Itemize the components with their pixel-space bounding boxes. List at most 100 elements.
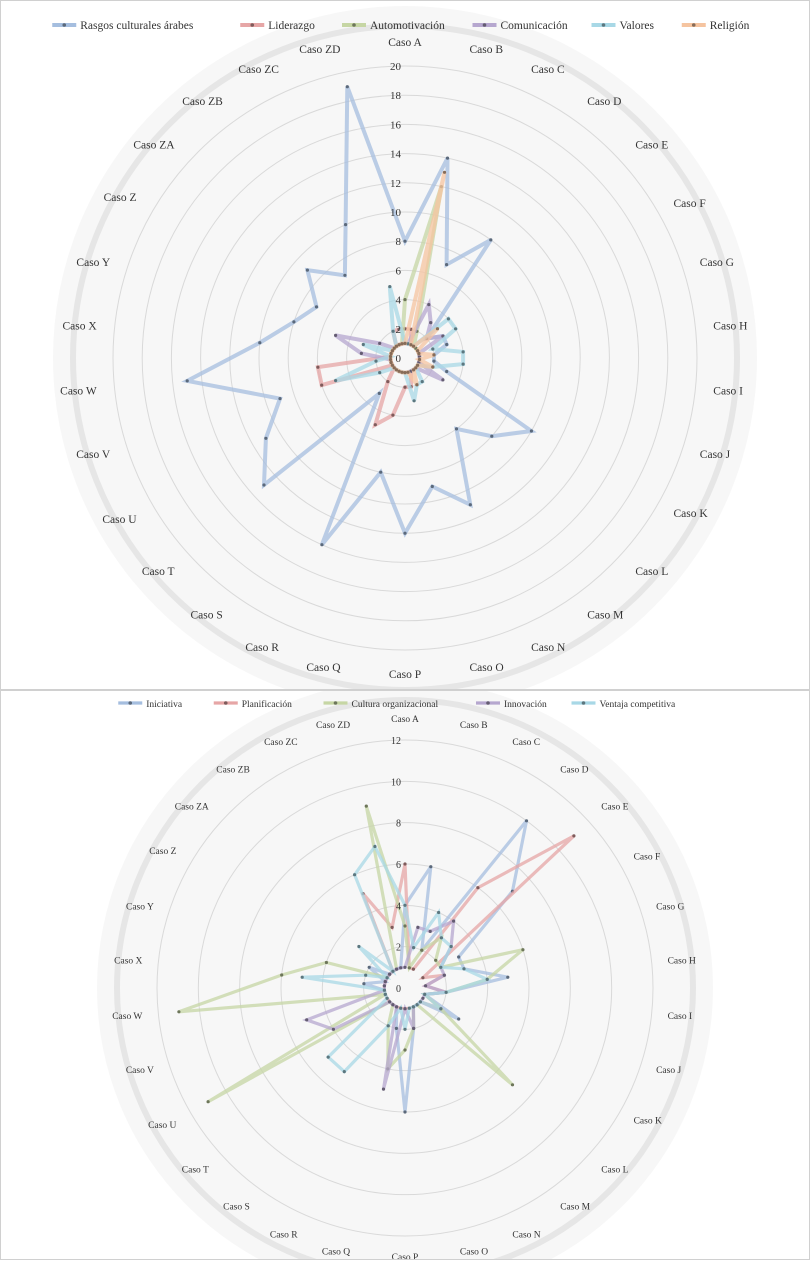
data-point <box>388 1000 392 1004</box>
data-point <box>529 429 534 433</box>
data-point <box>334 333 338 337</box>
category-label: Caso W <box>60 385 97 397</box>
legend-marker <box>691 23 696 27</box>
data-point <box>385 996 389 1000</box>
category-label: Caso S <box>191 610 223 622</box>
data-point <box>403 862 407 866</box>
data-point <box>427 303 431 307</box>
data-point <box>403 371 407 375</box>
data-point <box>485 977 489 981</box>
tick-label: 10 <box>391 777 401 788</box>
category-label: Caso A <box>388 37 422 49</box>
category-label: Caso ZA <box>175 802 209 812</box>
data-point <box>409 343 413 347</box>
category-label: Caso I <box>668 1012 693 1022</box>
category-label: Caso A <box>391 715 419 725</box>
data-point <box>418 1000 422 1004</box>
data-point <box>264 436 268 440</box>
data-point <box>406 342 410 346</box>
data-point <box>262 483 266 487</box>
data-point <box>524 819 529 823</box>
tick-label: 6 <box>396 860 401 871</box>
data-point <box>395 967 399 971</box>
gridline-8 <box>239 822 571 1154</box>
category-label: Caso U <box>102 514 137 526</box>
data-point <box>392 346 396 350</box>
data-point <box>391 413 395 417</box>
data-point <box>324 960 328 965</box>
data-point <box>403 924 407 928</box>
category-label: Caso I <box>713 385 743 397</box>
data-point <box>334 379 338 383</box>
data-point <box>258 341 262 345</box>
data-point <box>432 353 436 357</box>
category-label: Caso T <box>182 1166 209 1176</box>
data-point <box>403 1048 407 1052</box>
category-label: Caso C <box>512 738 540 748</box>
category-label: Caso P <box>392 1253 419 1259</box>
data-point <box>388 972 392 976</box>
category-label: Caso R <box>270 1230 298 1240</box>
data-point <box>362 982 366 986</box>
data-point <box>305 268 309 272</box>
category-label: Caso F <box>634 852 661 862</box>
data-point <box>399 966 403 970</box>
data-point <box>386 1024 390 1028</box>
category-label: Caso E <box>601 802 628 812</box>
data-point <box>430 484 434 489</box>
legend-label: Automotivación <box>370 20 445 32</box>
data-point <box>417 357 422 362</box>
data-point <box>462 967 466 971</box>
tick-label: 0 <box>396 353 402 365</box>
legend-item: Liderazgo <box>240 20 315 32</box>
radar-chart-panel-1: Caso A Caso B Caso C Caso D Caso E Caso F Caso… <box>0 0 810 693</box>
legend-item: Comunicación <box>472 20 568 32</box>
data-point <box>414 366 418 370</box>
category-label: Caso N <box>531 642 566 654</box>
legend-item: Cultura organizacional <box>323 700 438 710</box>
data-point <box>357 944 361 949</box>
data-point <box>424 984 428 988</box>
category-label: Caso S <box>223 1203 250 1213</box>
data-point <box>452 919 456 923</box>
category-label: Caso Y <box>76 257 110 269</box>
legend-item: Automotivación <box>342 20 445 32</box>
data-point <box>385 976 389 980</box>
data-point <box>445 369 449 374</box>
category-label: Caso X <box>63 321 98 333</box>
tick-label: 8 <box>396 819 401 830</box>
data-point <box>382 988 386 992</box>
data-point <box>388 354 393 359</box>
data-point <box>378 341 382 345</box>
data-point <box>386 380 390 384</box>
category-label: Caso D <box>587 96 621 108</box>
gridline-6 <box>316 269 494 447</box>
data-point <box>326 1055 330 1059</box>
data-point <box>476 886 480 890</box>
data-point <box>399 1006 403 1010</box>
data-point <box>374 359 378 363</box>
category-label: Caso L <box>635 566 668 578</box>
data-point <box>457 1017 461 1021</box>
data-point <box>412 344 416 348</box>
data-point <box>423 992 427 996</box>
legend-item: Rasgos culturales árabes <box>52 20 194 32</box>
data-point <box>185 379 189 383</box>
data-point <box>431 347 435 351</box>
data-point <box>397 369 401 373</box>
tick-label: 8 <box>396 236 402 248</box>
data-point <box>428 929 432 933</box>
category-labels: Caso A Caso B Caso C Caso D Caso E Caso F Caso… <box>112 715 696 1263</box>
data-point <box>411 967 415 971</box>
gridline-20 <box>112 65 698 651</box>
category-label: Caso M <box>587 610 623 622</box>
data-point <box>439 965 443 969</box>
tick-label: 2 <box>396 324 402 336</box>
data-point <box>397 343 401 347</box>
legend-label: Ventaja competitiva <box>600 700 676 710</box>
category-label: Caso X <box>114 957 142 967</box>
gridline-14 <box>200 153 610 563</box>
tick-label: 12 <box>390 178 401 190</box>
category-label: Caso M <box>560 1203 590 1213</box>
data-point <box>388 357 393 362</box>
